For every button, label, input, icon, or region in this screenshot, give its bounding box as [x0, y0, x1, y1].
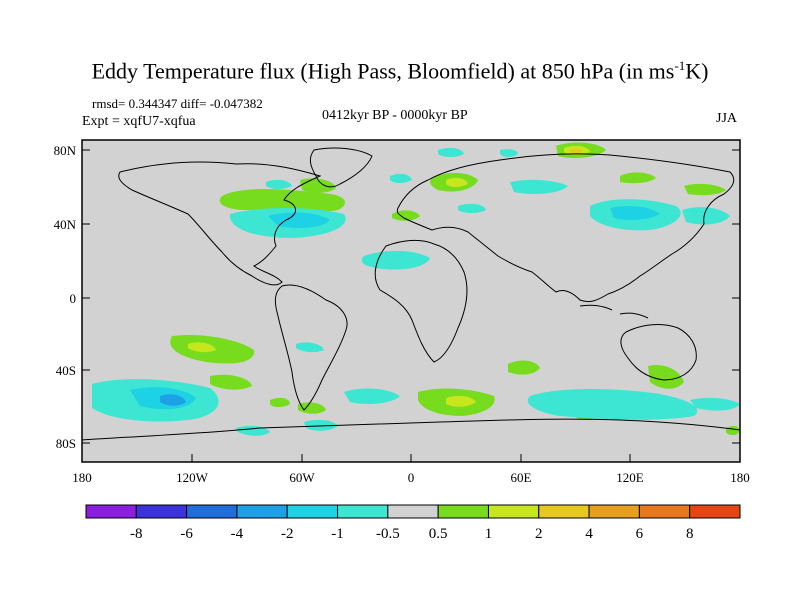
patch-east-pacific-cyan: [690, 397, 740, 411]
coast-greenland: [309, 147, 373, 188]
patch-indian-ocean-green: [508, 360, 540, 375]
blue-patches: [130, 206, 660, 410]
colorbar: [85, 504, 741, 519]
lat-tick-40s: 40S: [56, 363, 76, 378]
coast-north-america: [118, 161, 322, 286]
colorbar-label-11: 8: [686, 526, 694, 542]
patch-north-pacific-green: [684, 183, 726, 196]
lon-tick-marks: [81, 454, 741, 462]
colorbar-swatch-8: [487, 504, 540, 519]
lon-tick-180e: 180: [730, 470, 750, 485]
lat-tick-80n: 80N: [54, 143, 77, 158]
colorbar-swatch-2: [186, 504, 238, 519]
lon-tick-0: 0: [408, 470, 415, 485]
colorbar-swatch-10: [588, 504, 640, 519]
lat-tick-40n: 40N: [54, 217, 77, 232]
patch-north-america-green: [219, 189, 345, 212]
patch-siberia-band-cyan: [500, 149, 518, 157]
lon-tick-120e: 120E: [616, 470, 644, 485]
coast-indonesia: [579, 304, 649, 319]
colorbar-label-9: 4: [585, 526, 593, 542]
colorbar-swatch-11: [638, 504, 691, 519]
experiment-label: Expt = xqfU7-xqfua: [82, 114, 196, 129]
lon-tick-180w: 180: [72, 470, 92, 485]
patch-asia-blue: [610, 206, 660, 221]
colorbar-label-7: 1: [485, 526, 493, 542]
coastlines: [81, 147, 741, 441]
patch-europe-cyan: [458, 203, 486, 213]
rmsd-diff-label: rmsd= 0.344347 diff= -0.047382: [92, 96, 263, 111]
patch-arctic-cyan: [438, 147, 464, 157]
colorbar-swatch-7: [437, 504, 489, 519]
colorbar-label-0: -8: [130, 526, 143, 542]
patch-greenland-cyan: [390, 174, 402, 180]
colorbar-label-8: 2: [535, 526, 543, 542]
colorbar-label-4: -1: [331, 526, 344, 542]
colorbar-swatch-0: [85, 504, 137, 519]
colorbar-label-3: -2: [281, 526, 294, 542]
season-label: JJA: [716, 111, 738, 126]
lat-tick-80s: 80S: [56, 436, 76, 451]
patch-south-pacific-lower-green: [210, 374, 252, 390]
coast-australia: [620, 324, 697, 381]
patch-sw-pacific-green: [270, 397, 290, 407]
lon-tick-120w: 120W: [176, 470, 209, 485]
colorbar-swatch-1: [135, 504, 188, 519]
colorbar-label-10: 6: [636, 526, 644, 542]
lat-tick-marks: [82, 149, 740, 444]
plot-title: Eddy Temperature flux (High Pass, Bloomf…: [91, 58, 709, 84]
colorbar-swatch-12: [689, 504, 741, 519]
patch-caribbean-cyan: [296, 342, 324, 353]
colorbar-swatch-9: [538, 504, 590, 519]
patch-scandinavia-yellow: [446, 177, 468, 187]
colorbar-swatch-5: [337, 504, 389, 519]
patch-indian-ocean-cyan: [527, 389, 698, 420]
patch-australia-south-green: [648, 364, 684, 389]
colorbar-labels: -8 -6 -4 -2 -1 -0.5 0.5 1 2 4 6 8: [130, 526, 693, 542]
coast-antarctica: [81, 418, 741, 441]
colorbar-label-6: 0.5: [429, 526, 448, 542]
patch-arctic-orange: [570, 148, 582, 154]
lat-tick-labels: 80N 40N 0 40S 80S: [54, 143, 77, 451]
patch-canada-cyan: [266, 179, 292, 189]
patch-drake-cyan: [304, 419, 338, 431]
patch-north-africa-cyan: [361, 250, 430, 270]
colorbar-swatch-6: [387, 504, 439, 519]
lat-tick-0: 0: [70, 291, 77, 306]
colorbar-label-1: -6: [180, 526, 193, 542]
patch-south-atlantic-yellow: [446, 395, 476, 407]
patch-south-pacific-yellow: [188, 342, 216, 353]
patch-north-atlantic-green: [392, 210, 420, 221]
coast-eurasia: [396, 153, 735, 303]
colorbar-swatch-4: [286, 504, 339, 519]
coast-south-america: [274, 284, 348, 411]
patch-patagonia-green: [298, 402, 326, 414]
colorbar-label-2: -4: [231, 526, 244, 542]
patch-siberia-green: [620, 172, 656, 184]
patch-south-pacific-deep: [160, 394, 186, 406]
patch-south-atlantic-cyan: [344, 388, 400, 404]
patch-east-asia-cyan: [682, 207, 730, 225]
coast-africa: [374, 239, 468, 363]
period-label: 0412kyr BP - 0000kyr BP: [322, 108, 468, 123]
lon-tick-60e: 60E: [511, 470, 532, 485]
map-frame-group: [81, 139, 741, 463]
lon-tick-labels: 180 120W 60W 0 60E 120E 180: [72, 470, 750, 485]
yellow-patches: [188, 145, 590, 407]
patch-north-atlantic-blue: [268, 212, 330, 228]
colorbar-swatch-3: [236, 504, 288, 519]
lon-tick-60w: 60W: [289, 470, 315, 485]
patch-west-siberia-cyan: [510, 179, 568, 194]
colorbar-label-5: -0.5: [376, 526, 400, 542]
patch-greenland-green: [300, 178, 336, 193]
